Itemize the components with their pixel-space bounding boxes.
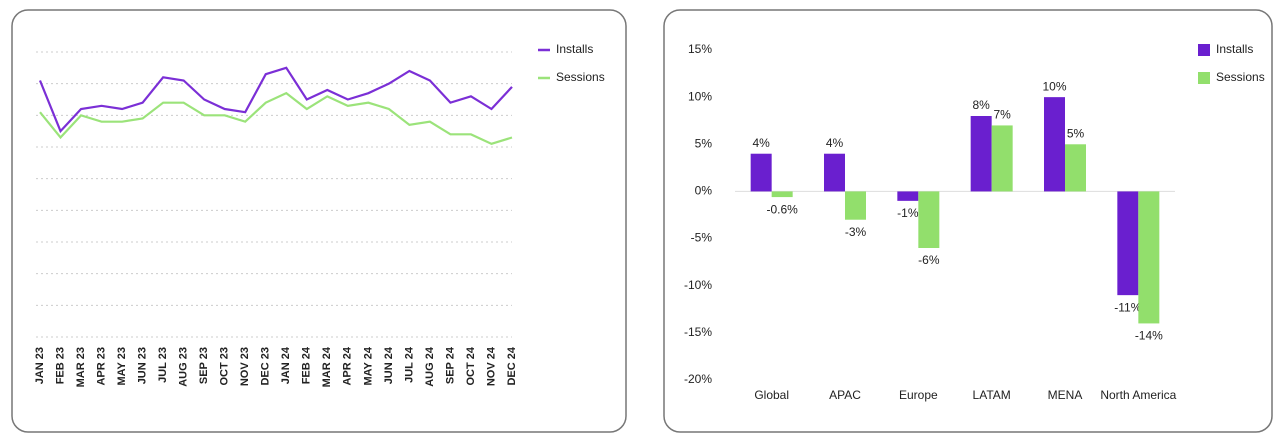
x-tick-label: APAC bbox=[829, 388, 861, 402]
x-tick-label: North America bbox=[1100, 388, 1176, 402]
x-tick-label: JAN 23 bbox=[34, 347, 46, 384]
y-tick-label: -15% bbox=[684, 325, 712, 339]
x-tick-label: JUN 24 bbox=[383, 346, 395, 384]
x-tick-label: MAR 23 bbox=[75, 347, 87, 387]
bar bbox=[1117, 191, 1139, 296]
bar bbox=[918, 191, 940, 248]
x-tick-label: FEB 23 bbox=[54, 347, 66, 384]
x-tick-label: NOV 24 bbox=[485, 346, 497, 386]
data-label: -1% bbox=[897, 206, 919, 220]
x-tick-label: SEP 24 bbox=[444, 346, 456, 384]
data-label: -3% bbox=[845, 225, 867, 239]
data-label: 4% bbox=[826, 136, 844, 150]
x-tick-label: AUG 23 bbox=[178, 347, 190, 387]
x-tick-label: DEC 23 bbox=[260, 347, 272, 386]
bar bbox=[824, 153, 845, 192]
bar bbox=[991, 125, 1013, 192]
x-tick-label: OCT 23 bbox=[219, 347, 231, 386]
data-label: 7% bbox=[993, 108, 1011, 122]
bar bbox=[750, 153, 772, 192]
legend-label: Installs bbox=[1216, 42, 1253, 56]
x-tick-label: JUN 23 bbox=[137, 347, 149, 384]
y-tick-label: -20% bbox=[684, 372, 712, 386]
x-tick-label: LATAM bbox=[973, 388, 1011, 402]
legend-label: Installs bbox=[556, 42, 593, 56]
data-label: -6% bbox=[918, 253, 940, 267]
x-tick-label: FEB 24 bbox=[301, 346, 313, 384]
bar bbox=[845, 191, 866, 220]
bar bbox=[1044, 97, 1065, 192]
y-tick-label: 0% bbox=[695, 184, 713, 198]
bar bbox=[1065, 144, 1086, 192]
y-tick-label: 15% bbox=[688, 42, 712, 56]
data-label: 10% bbox=[1042, 79, 1066, 93]
data-label: 4% bbox=[752, 136, 770, 150]
y-tick-label: -5% bbox=[691, 231, 713, 245]
bar-panel bbox=[663, 9, 1273, 433]
legend-label: Sessions bbox=[1216, 70, 1265, 84]
x-tick-label: AUG 24 bbox=[424, 346, 436, 387]
y-tick-label: 5% bbox=[695, 136, 713, 150]
legend-marker bbox=[1198, 72, 1210, 84]
series-line bbox=[39, 91, 513, 146]
data-label: 8% bbox=[972, 98, 990, 112]
data-label: -11% bbox=[1114, 300, 1141, 314]
y-tick-label: 10% bbox=[688, 89, 712, 103]
data-label: 5% bbox=[1067, 126, 1085, 140]
bar bbox=[897, 191, 919, 201]
legend-label: Sessions bbox=[556, 70, 605, 84]
data-label: -0.6% bbox=[766, 202, 798, 216]
y-tick-label: -10% bbox=[684, 278, 712, 292]
x-tick-label: APR 24 bbox=[342, 346, 354, 385]
x-tick-label: JUL 24 bbox=[403, 346, 415, 383]
bar bbox=[1138, 191, 1160, 324]
x-tick-label: OCT 24 bbox=[465, 346, 477, 385]
x-tick-label: SEP 23 bbox=[198, 347, 210, 384]
x-tick-label: MENA bbox=[1048, 388, 1083, 402]
x-tick-label: Europe bbox=[899, 388, 938, 402]
bar bbox=[771, 191, 793, 198]
x-tick-label: NOV 23 bbox=[239, 347, 251, 386]
x-tick-label: JUL 23 bbox=[157, 347, 169, 383]
series-line bbox=[38, 66, 513, 134]
x-tick-label: JAN 24 bbox=[280, 346, 292, 384]
data-label: -14% bbox=[1135, 329, 1163, 343]
x-tick-label: MAY 23 bbox=[116, 347, 128, 386]
x-tick-label: MAR 24 bbox=[321, 346, 333, 387]
x-tick-label: DEC 24 bbox=[506, 346, 518, 385]
x-tick-label: APR 23 bbox=[95, 347, 107, 386]
x-tick-label: MAY 24 bbox=[362, 346, 374, 385]
bar bbox=[970, 116, 992, 192]
legend-marker bbox=[1198, 44, 1210, 56]
x-tick-label: Global bbox=[754, 388, 789, 402]
